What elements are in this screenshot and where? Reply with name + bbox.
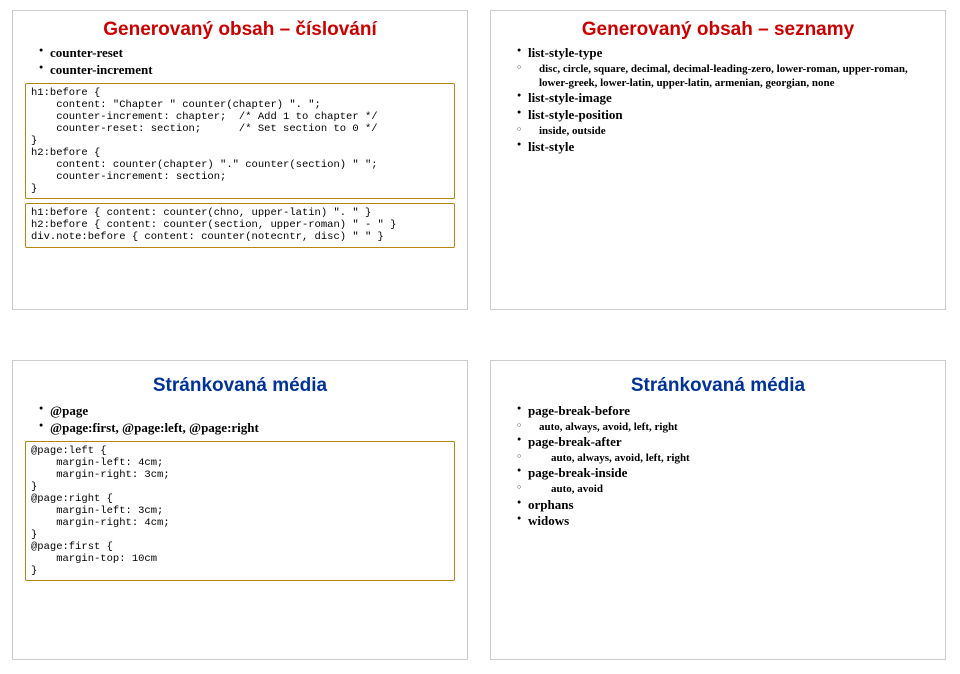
bullet-page-break-after-values: auto, always, avoid, left, right: [517, 451, 935, 465]
bullet-list: page-break-before auto, always, avoid, l…: [517, 403, 935, 530]
bullet-counter-reset: counter-reset: [39, 45, 457, 62]
bullet-list: @page @page:first, @page:left, @page:rig…: [39, 403, 457, 437]
bullet-list: list-style-type disc, circle, square, de…: [517, 45, 935, 155]
bullet-page-break-inside-values: auto, avoid: [517, 482, 935, 496]
bullet-list-style-image: list-style-image: [517, 90, 935, 107]
slide-title: Stránkovaná média: [501, 375, 935, 397]
code-block-2: h1:before { content: counter(chno, upper…: [25, 203, 455, 247]
bullet-counter-increment: counter-increment: [39, 62, 457, 79]
slide-title: Stránkovaná média: [23, 375, 457, 397]
bullet-list: counter-reset counter-increment: [39, 45, 457, 79]
bullet-list-style-type: list-style-type: [517, 45, 935, 62]
bullet-page-break-before: page-break-before: [517, 403, 935, 420]
slide-generated-content-numbering: Generovaný obsah – číslování counter-res…: [12, 10, 468, 310]
bullet-list-style-position-values: inside, outside: [517, 124, 935, 138]
bullet-page-break-inside: page-break-inside: [517, 465, 935, 482]
bullet-at-page-pseudo: @page:first, @page:left, @page:right: [39, 420, 457, 437]
bullet-at-page: @page: [39, 403, 457, 420]
code-block-page: @page:left { margin-left: 4cm; margin-ri…: [25, 441, 455, 582]
slide-generated-content-lists: Generovaný obsah – seznamy list-style-ty…: [490, 10, 946, 310]
bullet-orphans: orphans: [517, 497, 935, 514]
bullet-page-break-before-values: auto, always, avoid, left, right: [517, 420, 935, 434]
bullet-widows: widows: [517, 513, 935, 530]
bullet-list-style: list-style: [517, 139, 935, 156]
slide-paged-media-code: Stránkovaná média @page @page:first, @pa…: [12, 360, 468, 660]
bullet-list-style-type-values: disc, circle, square, decimal, decimal-l…: [517, 62, 935, 91]
slide-title: Generovaný obsah – číslování: [23, 19, 457, 41]
slide-paged-media-props: Stránkovaná média page-break-before auto…: [490, 360, 946, 660]
slide-title: Generovaný obsah – seznamy: [501, 19, 935, 41]
bullet-list-style-position: list-style-position: [517, 107, 935, 124]
code-block-1: h1:before { content: "Chapter " counter(…: [25, 83, 455, 200]
bullet-page-break-after: page-break-after: [517, 434, 935, 451]
